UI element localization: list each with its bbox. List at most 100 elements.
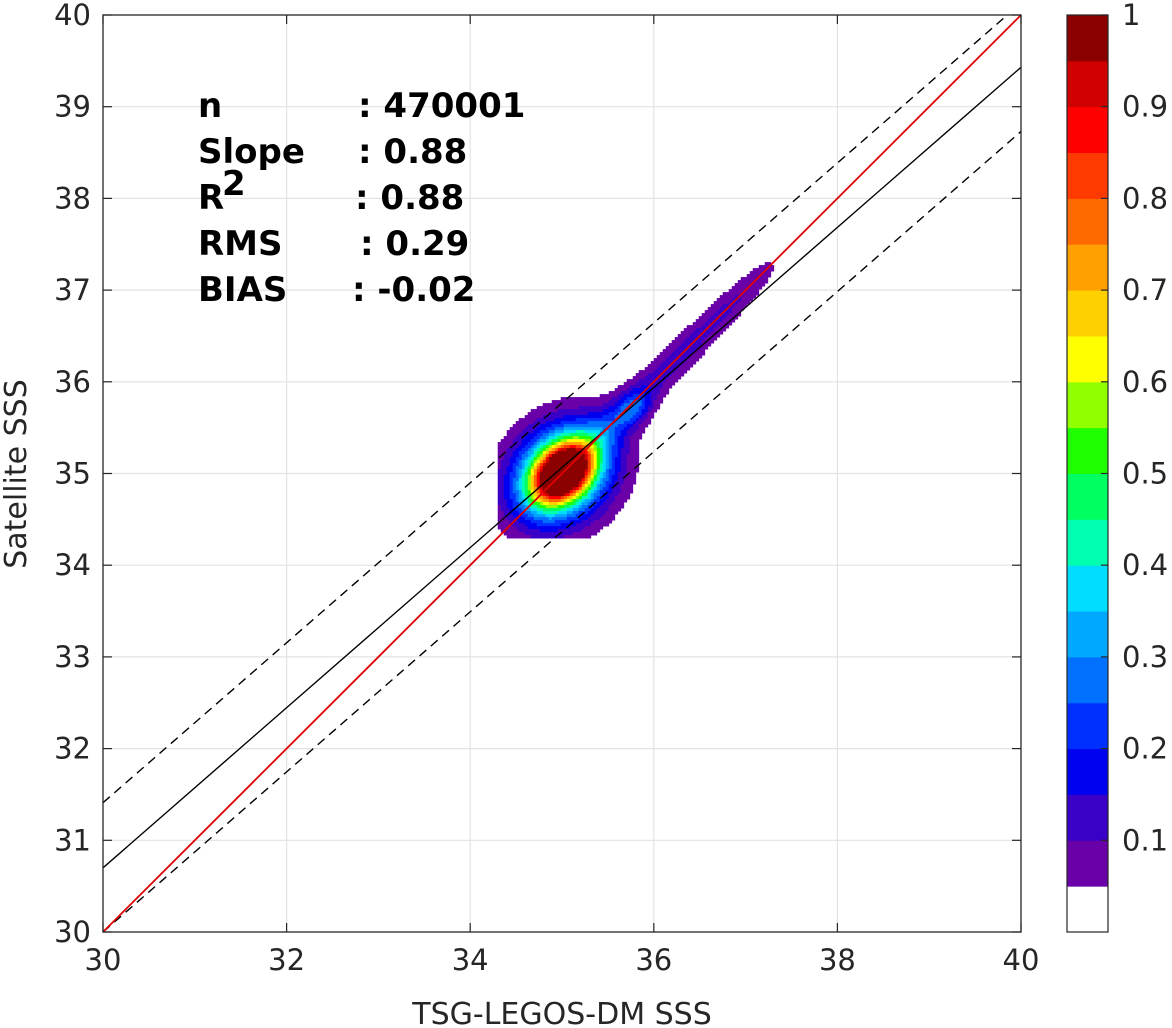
density-cell: [686, 343, 691, 347]
density-cell: [578, 457, 583, 461]
density-cell: [566, 478, 571, 482]
density-cell: [653, 409, 658, 413]
density-cell: [584, 475, 589, 479]
density-cell: [551, 478, 556, 482]
density-cell: [587, 493, 592, 497]
fit-lines: [103, 15, 1021, 932]
density-cell: [545, 532, 550, 536]
density-cell: [509, 478, 514, 482]
density-cell: [548, 442, 553, 446]
density-cell: [656, 385, 661, 389]
density-cell: [629, 388, 634, 392]
density-cell: [533, 436, 538, 440]
density-cell: [707, 319, 712, 323]
density-cell: [509, 535, 514, 539]
density-cell: [569, 427, 574, 431]
density-cell: [545, 442, 550, 446]
density-cell: [701, 349, 706, 353]
density-cell: [533, 472, 538, 476]
density-cell: [632, 481, 637, 485]
density-cell: [503, 439, 508, 443]
density-cell: [593, 406, 598, 410]
density-cell: [725, 292, 730, 296]
density-cell: [563, 493, 568, 497]
density-cell: [557, 457, 562, 461]
density-cell: [620, 394, 625, 398]
density-cell: [617, 409, 622, 413]
density-cell: [554, 454, 559, 458]
density-cell: [539, 490, 544, 494]
density-cell: [659, 388, 664, 392]
density-cell: [548, 406, 553, 410]
density-cell: [602, 499, 607, 503]
density-cell: [569, 442, 574, 446]
density-cell: [527, 445, 532, 449]
density-cell: [581, 436, 586, 440]
density-cell: [752, 292, 757, 296]
density-cell: [548, 505, 553, 509]
density-cell: [719, 325, 724, 329]
density-cell: [629, 466, 634, 470]
stats-label: RMS: [198, 224, 283, 264]
density-cell: [581, 466, 586, 470]
density-cell: [590, 457, 595, 461]
density-cell: [575, 493, 580, 497]
density-cell: [533, 535, 538, 539]
density-cell: [590, 400, 595, 404]
density-cell: [569, 496, 574, 500]
density-cell: [503, 457, 508, 461]
density-cell: [611, 391, 616, 395]
density-cell: [635, 451, 640, 455]
density-cell: [599, 469, 604, 473]
colorbar-segment: [1067, 748, 1108, 795]
density-cell: [569, 475, 574, 479]
density-cell: [677, 370, 682, 374]
density-cell: [749, 274, 754, 278]
density-cell: [512, 457, 517, 461]
density-cell: [500, 442, 505, 446]
density-cell: [632, 385, 637, 389]
density-cell: [533, 421, 538, 425]
density-cell: [503, 502, 508, 506]
density-cell: [584, 469, 589, 473]
density-cell: [617, 502, 622, 506]
density-cell: [503, 481, 508, 485]
density-cell: [557, 421, 562, 425]
density-cell: [602, 415, 607, 419]
density-cell: [731, 286, 736, 290]
density-cell: [554, 475, 559, 479]
density-cell: [608, 499, 613, 503]
density-cell: [530, 415, 535, 419]
density-cell: [698, 337, 703, 341]
density-cell: [626, 430, 631, 434]
density-cell: [521, 535, 526, 539]
density-cell: [542, 463, 547, 467]
density-cell: [647, 412, 652, 416]
density-cell: [512, 424, 517, 428]
density-cell: [503, 505, 508, 509]
density-cell: [563, 505, 568, 509]
density-cell: [704, 313, 709, 317]
density-cell: [524, 505, 529, 509]
density-cell: [581, 448, 586, 452]
density-cell: [614, 460, 619, 464]
density-cell: [575, 421, 580, 425]
density-cell: [611, 508, 616, 512]
density-cell: [527, 475, 532, 479]
density-cell: [674, 355, 679, 359]
density-cell: [542, 418, 547, 422]
density-cell: [569, 397, 574, 401]
density-cell: [506, 508, 511, 512]
density-cell: [629, 484, 634, 488]
density-cell: [590, 529, 595, 533]
density-cell: [626, 487, 631, 491]
density-cell: [587, 535, 592, 539]
density-cell: [569, 448, 574, 452]
density-cell: [548, 517, 553, 521]
density-cell: [665, 346, 670, 350]
density-cell: [506, 490, 511, 494]
density-cell: [608, 457, 613, 461]
density-cell: [644, 373, 649, 377]
density-cell: [635, 382, 640, 386]
density-cell: [560, 451, 565, 455]
